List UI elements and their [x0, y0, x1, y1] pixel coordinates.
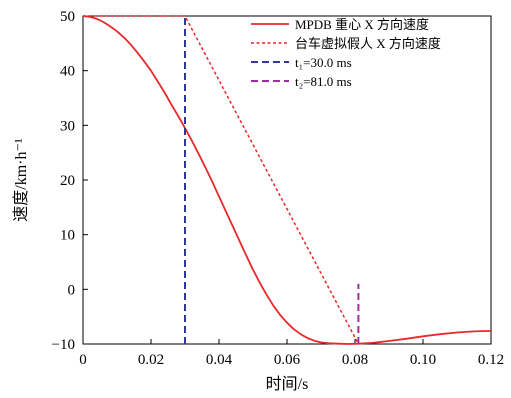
y-tick-label: 30	[60, 118, 75, 134]
x-tick-label: 0.10	[410, 352, 436, 368]
x-tick-label: 0.02	[138, 352, 164, 368]
x-tick-label: 0.12	[478, 352, 504, 368]
plot-frame	[82, 15, 492, 345]
y-tick-label: 0	[68, 282, 76, 298]
x-tick-label: 0	[79, 352, 87, 368]
series-line-trolley	[83, 15, 360, 345]
legend-label: MPDB 重心 X 方向速度	[295, 17, 429, 32]
y-axis-label: 速度/km·h⁻¹	[12, 138, 30, 222]
series-group	[82, 15, 492, 345]
legend-item-t1: t₁=30.0 ms	[251, 55, 352, 70]
x-tick-label: 0.08	[342, 352, 368, 368]
y-tick-label: 10	[60, 228, 75, 244]
legend-label: t₁=30.0 ms	[295, 55, 352, 70]
x-axis-label: 时间/s	[266, 375, 309, 393]
legend-label: 台车虚拟假人 X 方向速度	[295, 36, 441, 51]
legend-item-trolley: 台车虚拟假人 X 方向速度	[251, 36, 441, 51]
axes	[82, 15, 492, 345]
legend-label: t₂=81.0 ms	[295, 74, 352, 89]
x-tick-label: 0.06	[274, 352, 301, 368]
legend-item-mpdb: MPDB 重心 X 方向速度	[251, 17, 429, 32]
y-tick-label: 20	[60, 173, 75, 189]
y-tick-label: 40	[60, 64, 75, 80]
x-tick-label: 0.04	[206, 352, 233, 368]
legend-item-t2: t₂=81.0 ms	[251, 74, 352, 89]
series-line-mpdb	[82, 15, 492, 345]
y-tick-label: 50	[60, 9, 75, 25]
y-tick-label: −10	[52, 337, 75, 353]
marker-lines	[184, 16, 360, 344]
